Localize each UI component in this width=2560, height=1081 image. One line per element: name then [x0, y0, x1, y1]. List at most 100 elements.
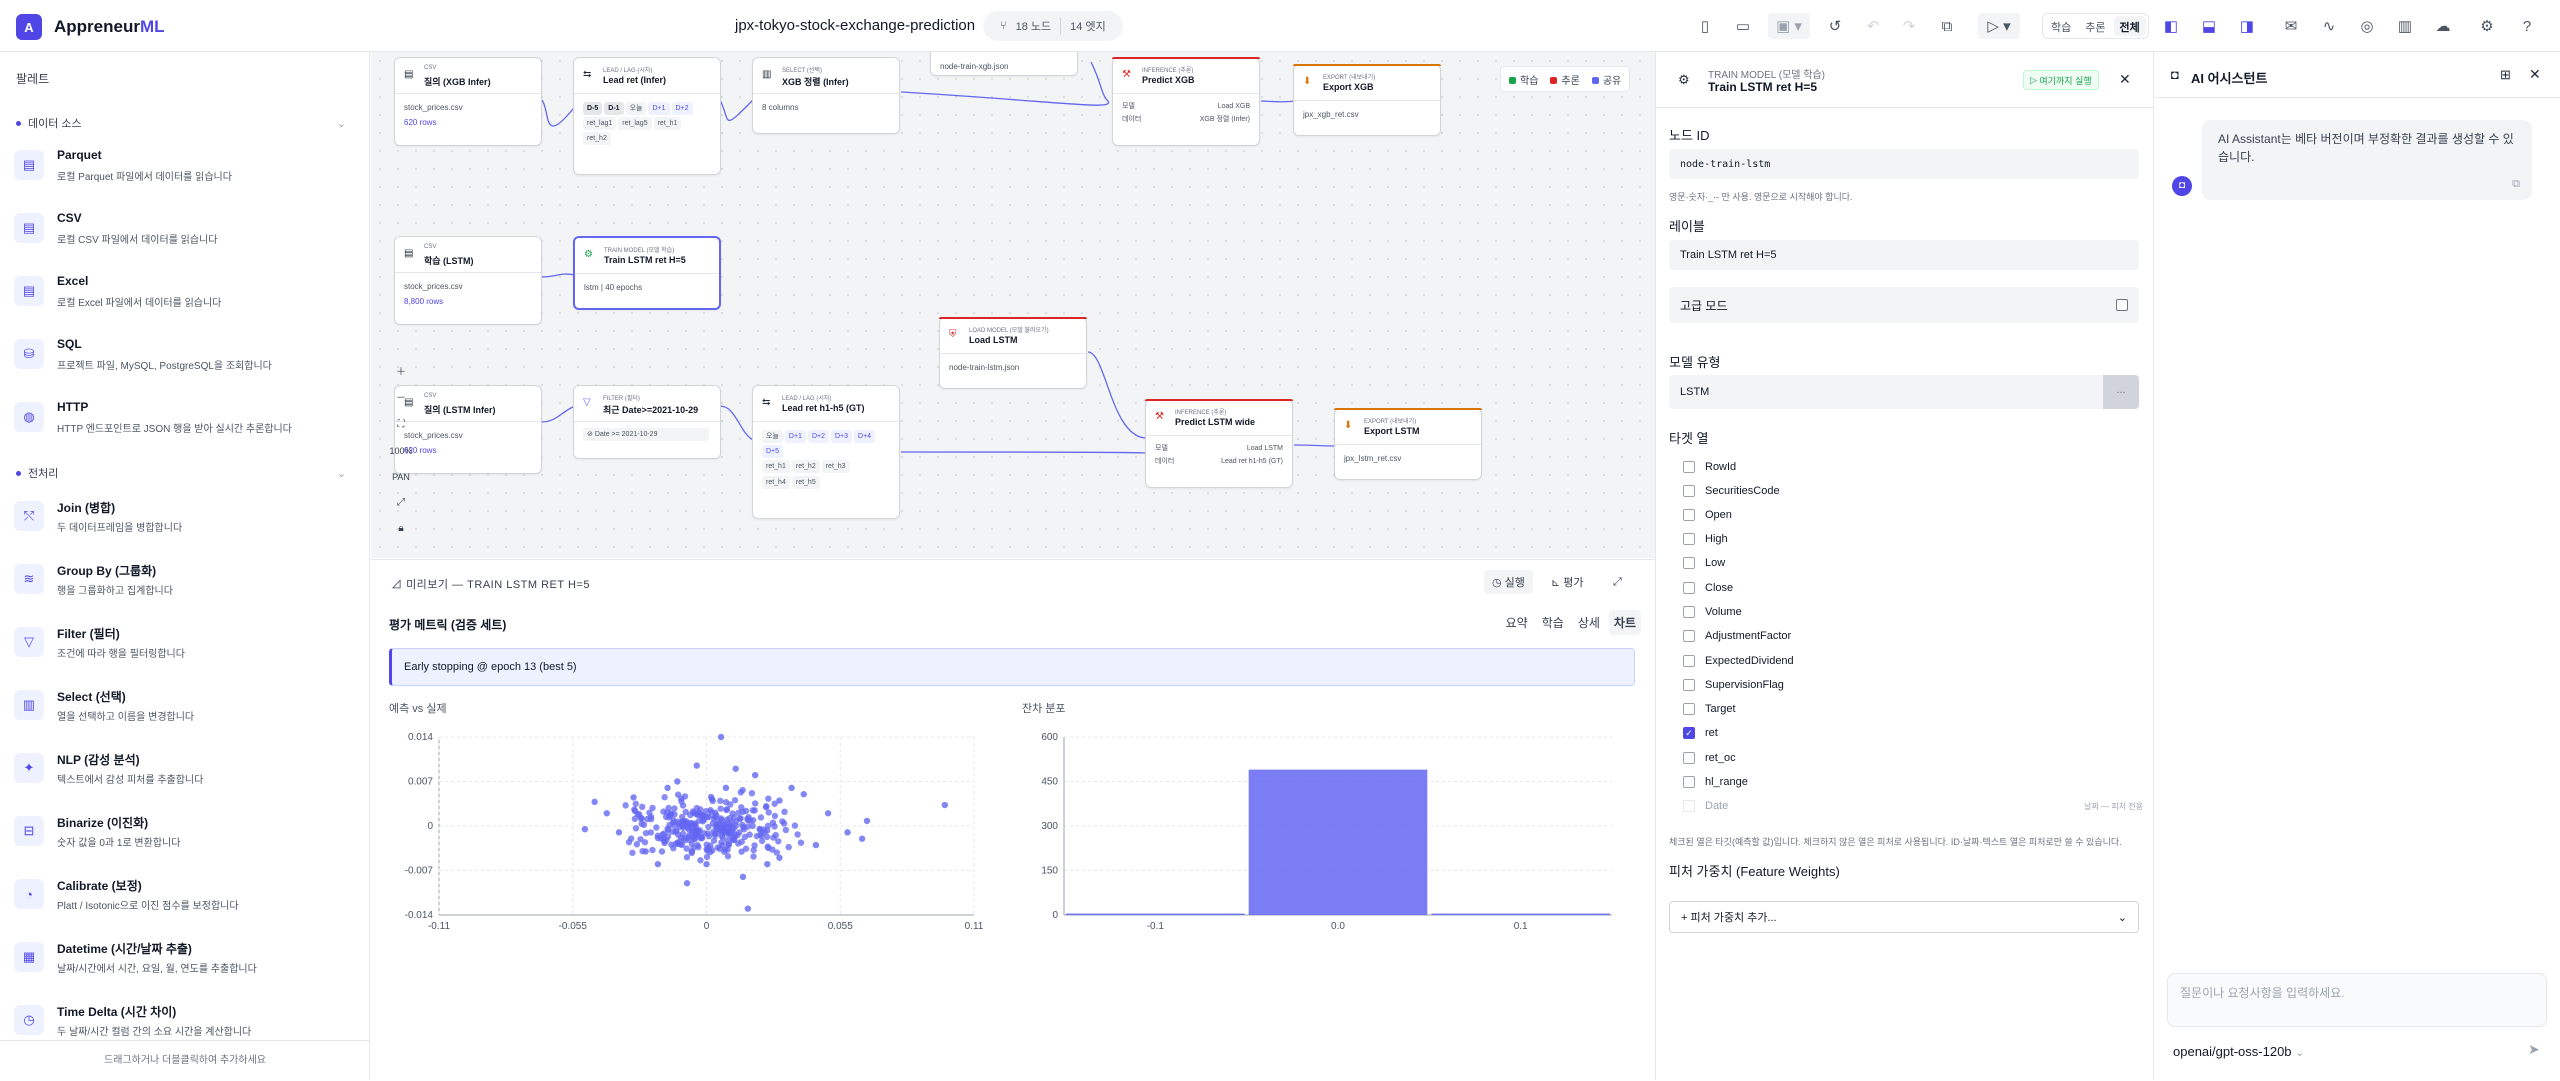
scatter-point — [654, 860, 662, 868]
fit-view-icon[interactable]: ⛶ — [397, 419, 405, 430]
lock-icon[interactable]: 🔒︎ — [398, 523, 404, 534]
node-predict-lstm[interactable]: ⚒ INFERENCE (추론) Predict LSTM wide 모델 Load … — [1145, 399, 1293, 488]
maximize-icon[interactable]: ⤢ — [1613, 575, 1622, 588]
close-icon[interactable]: ✕ — [2119, 71, 2131, 87]
target-col-close[interactable]: Close — [1683, 582, 1733, 594]
node-select-xgb[interactable]: ▥ SELECT (선택) XGB 정렬 (Infer) 8 columns — [752, 57, 900, 134]
target-col-hl-range[interactable]: hl_range — [1683, 776, 1748, 788]
mode-train[interactable]: 학습 — [2051, 22, 2072, 34]
mode-infer[interactable]: 추론 — [2085, 22, 2106, 34]
node-lead-gt[interactable]: ⇆ LEAD / LAG (시차) Lead ret h1-h5 (GT) 오늘 D+… — [752, 385, 900, 519]
zoom-out-icon[interactable]: － — [396, 393, 406, 404]
cloud-icon[interactable]: ☁ — [2435, 18, 2451, 35]
target-col-open[interactable]: Open — [1683, 509, 1732, 521]
zoom-in-icon[interactable]: ＋ — [396, 367, 406, 378]
model-more-button[interactable]: ... — [2103, 375, 2139, 409]
scatter-point — [772, 831, 779, 839]
target-col-securitiescode[interactable]: SecuritiesCode — [1683, 485, 1780, 497]
target-col-ret[interactable]: ✓ ret — [1683, 727, 1718, 739]
target-col-low[interactable]: Low — [1683, 557, 1725, 569]
package-icon[interactable]: ◎ — [2360, 18, 2374, 35]
lag-chip: 오늘 — [625, 102, 647, 115]
node-train-lstm-selected[interactable]: ⚙ TRAIN MODEL (모델 학습) Train LSTM ret H=5 l… — [573, 236, 721, 310]
palette-item-groupby[interactable]: ≋ Group By (그룹화) 행을 그룹화하고 집계합니다 — [14, 556, 354, 614]
preview-run-button[interactable]: ◷ 실행 — [1484, 570, 1533, 594]
model-type-select[interactable]: LSTM... — [1669, 375, 2139, 409]
node-lead-ret-infer[interactable]: ⇆ LEAD / LAG (시차) Lead ret (Infer) D-5 D-1 오… — [573, 57, 721, 175]
tab-detail[interactable]: 상세 — [1577, 616, 1600, 630]
palette-item-nlp[interactable]: ✦ NLP (감성 분석) 텍스트에서 감성 피처를 추출합니다 — [14, 745, 354, 803]
node-export-xgb[interactable]: ⬇ EXPORT (내보내기) Export XGB jpx_xgb_ret.csv — [1293, 64, 1441, 136]
node-export-lstm[interactable]: ⬇ EXPORT (내보내기) Export LSTM jpx_lstm_ret.c… — [1334, 408, 1482, 480]
node-predict-xgb[interactable]: ⚒ INFERENCE (추론) Predict XGB 모델 Load XGB 데이터… — [1112, 57, 1260, 146]
palette-item-datetime[interactable]: ▦ Datetime (시간/날짜 추출) 날짜/시간에서 시간, 요일, 월, 연… — [14, 934, 354, 992]
project-title[interactable]: jpx-tokyo-stock-exchange-prediction — [735, 17, 976, 34]
send-icon[interactable]: ➤ — [2528, 1041, 2540, 1057]
new-file-icon[interactable]: ▯ — [1700, 18, 1710, 35]
target-col-target[interactable]: Target — [1683, 703, 1736, 715]
left-panel-toggle-icon[interactable]: ◧ — [2163, 18, 2179, 35]
section-preprocessing[interactable]: 전처리 ⌄ — [16, 465, 346, 481]
palette-item-sql[interactable]: ⛁ SQL 프로젝트 파일, MySQL, PostgreSQL을 조회합니다 — [14, 331, 354, 389]
node-csv-lstm-infer[interactable]: ▤ CSV 질의 (LSTM Infer) stock_prices.csv 620 … — [394, 385, 542, 474]
node-id-input[interactable]: node-train-lstm — [1669, 149, 2139, 179]
settings-icon[interactable]: ⚙ — [2480, 18, 2494, 35]
save-dropdown-button[interactable]: ▣ ▾ — [1768, 13, 1810, 39]
folder-open-icon[interactable]: ▭ — [1735, 18, 1751, 35]
new-chat-icon[interactable]: ⊞ — [2500, 67, 2511, 82]
palette-title: 팔레트 — [16, 72, 50, 86]
close-icon[interactable]: ✕ — [2529, 66, 2541, 82]
help-icon[interactable]: ? — [2522, 17, 2532, 35]
undo-icon[interactable]: ↶ — [1866, 18, 1880, 35]
pan-mode-button[interactable]: PAN — [392, 472, 410, 482]
expand-icon[interactable]: ⤢ — [397, 497, 405, 508]
run-dropdown-button[interactable]: ▷ ▾ — [1978, 13, 2020, 39]
palette-item-join[interactable]: ⤲ Join (병합) 두 데이터프레임을 병합합니다 — [14, 493, 354, 551]
preview-eval-button[interactable]: ⊾ 평가 — [1543, 570, 1592, 594]
target-col-supervisionflag[interactable]: SupervisionFlag — [1683, 679, 1784, 691]
node-csv-lstm-train[interactable]: ▤ CSV 학습 (LSTM) stock_prices.csv 8,800 rows — [394, 236, 542, 325]
label-input[interactable]: Train LSTM ret H=5 — [1669, 240, 2139, 270]
target-col-high[interactable]: High — [1683, 533, 1728, 545]
history-icon[interactable]: ↺ — [1828, 18, 1842, 35]
tab-summary[interactable]: 요약 — [1505, 616, 1528, 630]
node-filter-recent[interactable]: ▽ FILTER (필터) 최근 Date>=2021-10-29 ⊘ Date >… — [573, 385, 721, 459]
target-col-volume[interactable]: Volume — [1683, 606, 1742, 618]
palette-item-binarize[interactable]: ⊟ Binarize (이진화) 숫자 값을 0과 1로 변환합니다 — [14, 808, 354, 866]
palette-item-select[interactable]: ▥ Select (선택) 열을 선택하고 이름을 변경합니다 — [14, 682, 354, 740]
node-csv-xgb-infer[interactable]: ▤ CSV 질의 (XGB Infer) stock_prices.csv 620 r… — [394, 57, 542, 146]
palette-item-excel[interactable]: ▤ Excel 로컬 Excel 파일에서 데이터를 읽습니다 — [14, 268, 354, 326]
tab-training[interactable]: 학습 — [1541, 616, 1564, 630]
advanced-mode-toggle[interactable]: 고급 모드 — [1669, 287, 2139, 323]
palette-item-calibrate[interactable]: ◔ Calibrate (보정) Platt / Isotonic으로 이진 점수를… — [14, 871, 354, 929]
copy-icon[interactable]: ⧉ — [2512, 177, 2520, 190]
palette-item-filter[interactable]: ▽ Filter (필터) 조건에 따라 행을 필터링합니다 — [14, 619, 354, 677]
redo-icon[interactable]: ↷ — [1902, 18, 1916, 35]
target-col-rowid[interactable]: RowId — [1683, 461, 1736, 473]
target-col-ret-oc[interactable]: ret_oc — [1683, 752, 1736, 764]
node-load-lstm[interactable]: ⛨ LOAD MODEL (모델 불러오기) Load LSTM node-trai… — [939, 317, 1087, 389]
inbox-icon[interactable]: ✉ — [2284, 18, 2298, 35]
section-data-sources[interactable]: 데이터 소스 ⌄ — [16, 115, 346, 131]
copy-icon[interactable]: ⧉ — [1941, 17, 1953, 35]
assistant-input[interactable]: 질문이나 요청사항을 입력하세요. — [2167, 973, 2547, 1027]
tab-chart[interactable]: 차트 — [1608, 610, 1641, 635]
right-panel-toggle-icon[interactable]: ◨ — [2239, 18, 2255, 35]
add-feature-weight-select[interactable]: + 피처 가중치 추가... ⌄ — [1669, 901, 2139, 933]
run-until-here-button[interactable]: ▷ 여기까지 실행 — [2023, 70, 2099, 90]
model-selector[interactable]: openai/gpt-oss-120b ⌄ — [2173, 1044, 2304, 1059]
target-col-adjustmentfactor[interactable]: AdjustmentFactor — [1683, 630, 1791, 642]
palette-item-csv[interactable]: ▤ CSV 로컬 CSV 파일에서 데이터를 읽습니다 — [14, 205, 354, 263]
target-col-expecteddividend[interactable]: ExpectedDividend — [1683, 655, 1794, 667]
palette-item-parquet[interactable]: ▤ Parquet 로컬 Parquet 파일에서 데이터를 읽습니다 — [14, 142, 354, 200]
bottom-panel-toggle-icon[interactable]: ⬓ — [2201, 18, 2217, 35]
node-load-xgb[interactable]: node-train-xgb.json — [930, 52, 1078, 76]
activity-icon[interactable]: ∿ — [2322, 18, 2336, 35]
histogram-title: 잔차 분포 — [1022, 703, 1066, 715]
palette-item-http[interactable]: ◍ HTTP HTTP 엔드포인트로 JSON 행을 받아 실시간 추론합니다 — [14, 394, 354, 452]
palette-item-timedelta[interactable]: ◷ Time Delta (시간 차이) 두 날짜/시간 컬럼 간의 소요 시간을 … — [14, 997, 354, 1055]
book-icon[interactable]: ▥ — [2397, 18, 2413, 35]
flow-canvas[interactable]: ▤ CSV 질의 (XGB Infer) stock_prices.csv 620 r… — [371, 52, 1655, 558]
advanced-mode-checkbox[interactable] — [2116, 299, 2128, 311]
mode-all[interactable]: 전체 — [2113, 16, 2146, 36]
